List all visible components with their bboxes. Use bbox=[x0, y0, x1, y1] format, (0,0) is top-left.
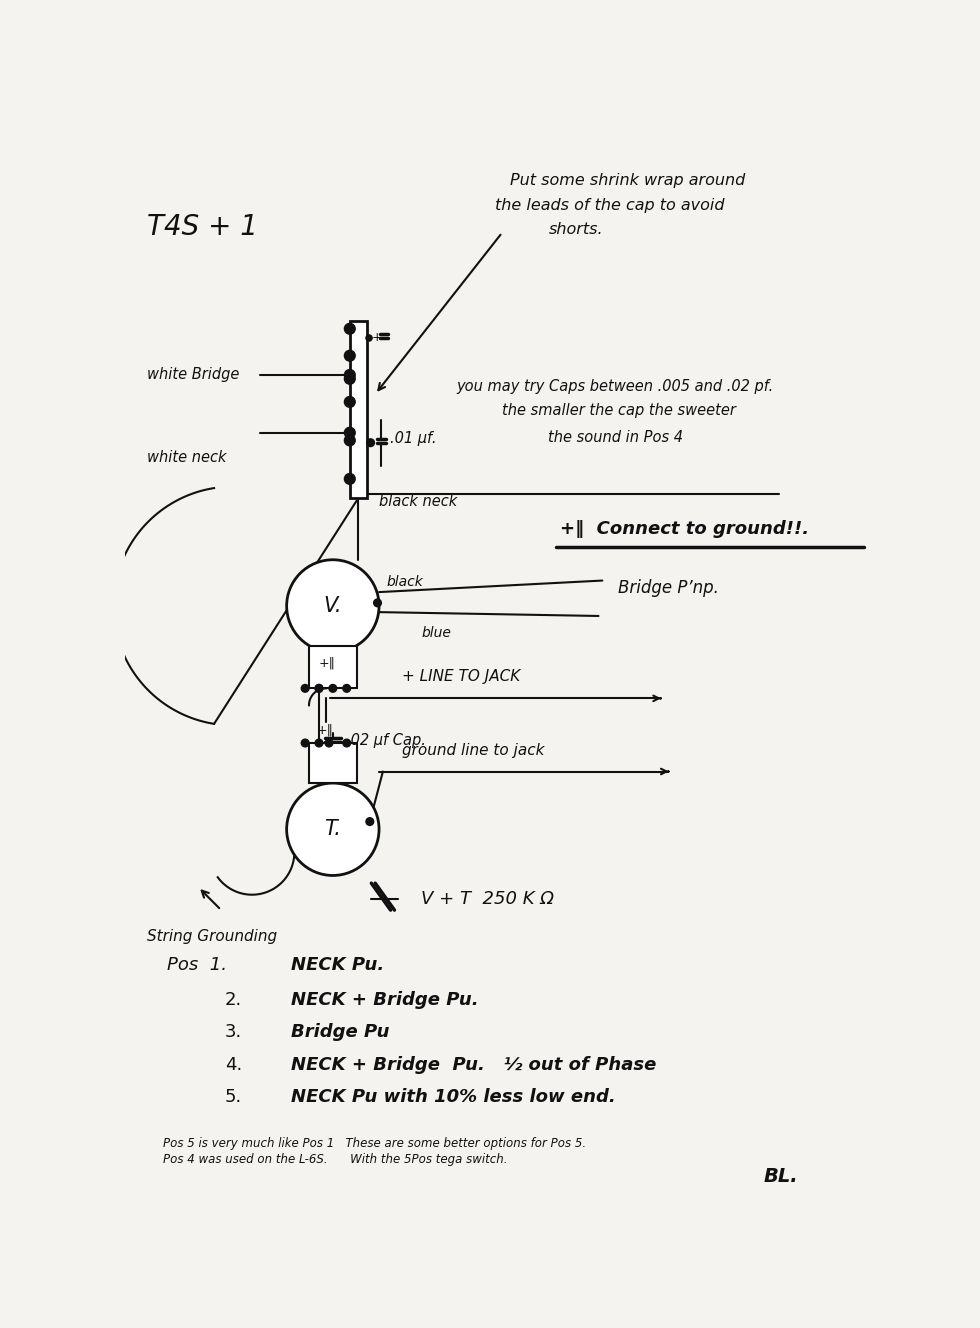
Circle shape bbox=[301, 740, 309, 746]
Text: +: + bbox=[372, 332, 383, 344]
Text: 5.: 5. bbox=[225, 1088, 242, 1106]
Text: you may try Caps between .005 and .02 pf.: you may try Caps between .005 and .02 pf… bbox=[456, 378, 773, 394]
Text: ground line to jack: ground line to jack bbox=[402, 742, 545, 758]
Circle shape bbox=[344, 397, 355, 408]
Bar bbox=[309, 645, 357, 688]
Bar bbox=[309, 744, 357, 784]
Text: V.: V. bbox=[323, 596, 342, 616]
Circle shape bbox=[344, 373, 355, 384]
Circle shape bbox=[343, 740, 351, 746]
Circle shape bbox=[344, 428, 355, 438]
Text: Put some shrink wrap around: Put some shrink wrap around bbox=[510, 173, 745, 189]
Circle shape bbox=[287, 784, 379, 875]
Circle shape bbox=[325, 740, 333, 746]
Text: NECK + Bridge Pu.: NECK + Bridge Pu. bbox=[290, 991, 478, 1009]
Text: +‖  Connect to ground!!.: +‖ Connect to ground!!. bbox=[560, 519, 809, 538]
Circle shape bbox=[287, 560, 379, 652]
Text: .02 μf Cap.: .02 μf Cap. bbox=[346, 733, 426, 748]
Text: NECK + Bridge  Pu.   ½ out of Phase: NECK + Bridge Pu. ½ out of Phase bbox=[290, 1056, 656, 1073]
Circle shape bbox=[344, 324, 355, 335]
Text: black: black bbox=[387, 575, 423, 590]
Circle shape bbox=[366, 818, 373, 826]
Text: Pos  1.: Pos 1. bbox=[168, 956, 227, 975]
Text: shorts.: shorts. bbox=[549, 223, 603, 238]
Text: +‖: +‖ bbox=[317, 724, 333, 737]
Text: 3.: 3. bbox=[225, 1024, 242, 1041]
Text: NECK Pu with 10% less low end.: NECK Pu with 10% less low end. bbox=[290, 1088, 615, 1106]
Circle shape bbox=[344, 351, 355, 361]
Circle shape bbox=[301, 684, 309, 692]
Text: Pos 4 was used on the L-6S.      With the 5Pos tega switch.: Pos 4 was used on the L-6S. With the 5Po… bbox=[164, 1153, 508, 1166]
Text: Bridge P’np.: Bridge P’np. bbox=[617, 579, 718, 598]
Text: 4.: 4. bbox=[225, 1056, 242, 1073]
Text: NECK Pu.: NECK Pu. bbox=[290, 956, 384, 975]
Circle shape bbox=[329, 684, 337, 692]
Circle shape bbox=[316, 684, 322, 692]
Text: + LINE TO JACK: + LINE TO JACK bbox=[402, 669, 520, 684]
Bar bbox=[350, 321, 367, 498]
Text: white Bridge: white Bridge bbox=[147, 368, 239, 382]
Text: blue: blue bbox=[421, 625, 451, 640]
Text: T4S + 1: T4S + 1 bbox=[147, 214, 258, 242]
Circle shape bbox=[367, 438, 374, 446]
Text: T.: T. bbox=[324, 819, 341, 839]
Circle shape bbox=[373, 599, 381, 607]
Text: BL.: BL. bbox=[764, 1166, 799, 1186]
Text: white neck: white neck bbox=[147, 450, 226, 465]
Circle shape bbox=[316, 684, 322, 692]
Text: String Grounding: String Grounding bbox=[147, 930, 276, 944]
Text: .01 μf.: .01 μf. bbox=[390, 430, 436, 446]
Text: V + T  250 K Ω: V + T 250 K Ω bbox=[421, 890, 555, 907]
Circle shape bbox=[316, 740, 322, 746]
Circle shape bbox=[344, 474, 355, 485]
Text: Bridge Pu: Bridge Pu bbox=[290, 1024, 389, 1041]
Text: Pos 5 is very much like Pos 1   These are some better options for Pos 5.: Pos 5 is very much like Pos 1 These are … bbox=[164, 1137, 587, 1150]
Circle shape bbox=[344, 369, 355, 380]
Text: +‖: +‖ bbox=[318, 656, 335, 669]
Text: 2.: 2. bbox=[225, 991, 242, 1009]
Circle shape bbox=[344, 436, 355, 446]
Text: the leads of the cap to avoid: the leads of the cap to avoid bbox=[495, 198, 724, 212]
Text: the smaller the cap the sweeter: the smaller the cap the sweeter bbox=[503, 404, 736, 418]
Circle shape bbox=[366, 335, 372, 341]
Text: black neck: black neck bbox=[379, 494, 458, 510]
Circle shape bbox=[343, 684, 351, 692]
Text: the sound in Pos 4: the sound in Pos 4 bbox=[549, 430, 683, 445]
